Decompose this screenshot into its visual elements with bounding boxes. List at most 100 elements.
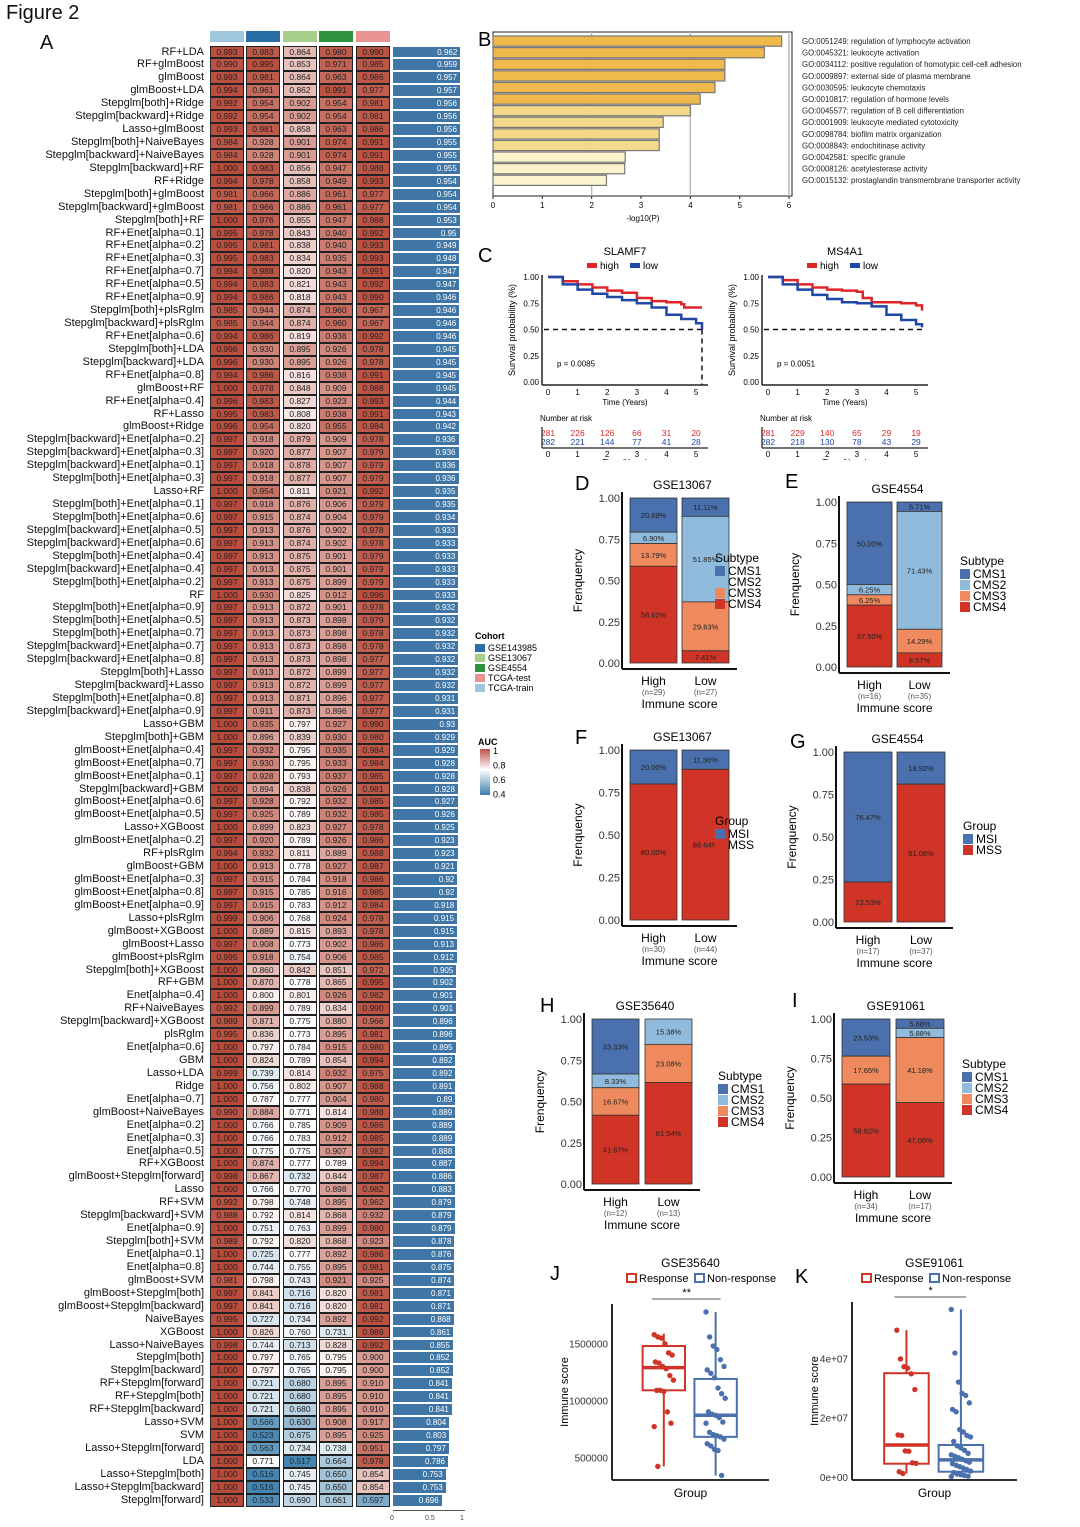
row-label: Stepglm[both]+RF (115, 213, 204, 226)
heatmap-cell: 0.997 (210, 834, 244, 848)
go-bar (492, 104, 691, 117)
mean-auc-bar: 0.932 (393, 667, 459, 679)
row-label: Stepglm[backward]+NaiveBayes (45, 148, 204, 161)
heatmap-cell: 0.814 (319, 1105, 353, 1119)
heatmap-cell: 0.895 (319, 1429, 353, 1442)
p-value: p = 0.0051 (777, 359, 816, 368)
heatmap-cell: 0.766 (246, 1183, 280, 1197)
heatmap-cell: 0.997 (210, 523, 244, 537)
heatmap-cell: 0.927 (319, 717, 353, 731)
mean-auc-bar: 0.926 (393, 809, 458, 821)
x-tick-label: 1 (540, 201, 545, 210)
row-label: Lasso+XGBoost (124, 821, 204, 834)
heatmap-cell: 0.864 (283, 71, 317, 85)
heatmap-cell: 0.895 (319, 1390, 353, 1404)
heatmap-cell: 1.000 (210, 1351, 244, 1365)
panel-b-go-enrichment: B GO:0051249: regulation of lymphocyte ac… (478, 29, 1022, 223)
segment-label: 5.71% (909, 503, 931, 512)
data-point (965, 1450, 971, 1456)
heatmap-cell: 0.992 (356, 1312, 390, 1326)
row-label: Stepglm[backward]+RF (89, 161, 204, 174)
heatmap-cell: 0.978 (356, 523, 390, 537)
heatmap-cell: 0.839 (283, 730, 317, 744)
heatmap-cell: 1.000 (210, 1429, 244, 1442)
risk-low-count: 130 (820, 437, 834, 447)
heatmap-cell: 0.944 (246, 304, 280, 318)
legend-label: CMS4 (728, 597, 762, 611)
heatmap-cell: 1.000 (210, 1325, 244, 1339)
heatmap-cell: 0.902 (319, 536, 353, 550)
heatmap-cell: 0.785 (283, 1118, 317, 1132)
heatmap-cell: 0.862 (283, 84, 317, 98)
row-label: Lasso+Stepglm[forward] (85, 1441, 204, 1454)
heatmap-cell: 0.874 (246, 1157, 280, 1171)
heatmap-cell: 0.932 (319, 1066, 353, 1080)
legend-swatch (715, 577, 725, 587)
heatmap-cell: 0.873 (283, 627, 317, 641)
segment-label: 58.82% (853, 1127, 879, 1136)
legend-response-label: Response (874, 1273, 924, 1285)
cohort-label: TCGA-test (488, 673, 531, 683)
heatmap-cell: 0.838 (283, 239, 317, 253)
risk-low-count: 29 (911, 437, 921, 447)
heatmap-cell: 0.811 (283, 485, 317, 499)
heatmap-cell: 0.516 (246, 1467, 280, 1481)
heatmap-cell: 1.000 (210, 213, 244, 227)
risk-x-tick-label: 4 (664, 450, 669, 459)
heatmap-cell: 0.856 (283, 161, 317, 175)
mean-axis-line (393, 1509, 465, 1511)
heatmap-cell: 0.954 (319, 97, 353, 111)
x-tick-label: 4 (688, 201, 693, 210)
risk-high-count: 20 (691, 428, 701, 438)
legend-label: CMS2 (973, 578, 1007, 592)
heatmap-cell: 0.902 (319, 937, 353, 951)
data-point (908, 1371, 914, 1377)
heatmap-cell: 0.994 (356, 1157, 390, 1171)
heatmap-cell: 0.756 (246, 1079, 280, 1093)
heatmap-cell: 0.983 (246, 252, 280, 266)
data-point (960, 1429, 966, 1435)
mean-auc-bar: 0.921 (393, 861, 458, 872)
stack-segment-cms4 (841, 1083, 891, 1178)
row-label: RF+Enet[alpha=0.2] (105, 239, 204, 252)
risk-low-count: 43 (882, 437, 892, 447)
data-point (706, 1334, 713, 1340)
heatmap-cell: 0.924 (319, 911, 353, 925)
heatmap-cell: 0.976 (246, 213, 280, 227)
stack-segment-cms1 (629, 497, 678, 533)
heatmap-cell: 0.751 (246, 1222, 280, 1236)
y-tick-label: 0.50 (813, 832, 834, 844)
heatmap-cell: 0.908 (319, 1416, 353, 1429)
row-label: Stepglm[both]+Enet[alpha=0.9] (52, 601, 204, 614)
heatmap-cell: 0.990 (356, 1002, 390, 1016)
heatmap-cell: 0.985 (356, 769, 390, 783)
y-tick-label: 0.25 (743, 352, 759, 361)
heatmap-cell: 0.893 (319, 924, 353, 938)
mean-auc-bar: 0.895 (393, 1042, 456, 1054)
heatmap-cell: 0.988 (210, 1209, 244, 1223)
x-category-n: (n=27) (694, 688, 718, 697)
heatmap-cell: 0.789 (283, 1054, 317, 1067)
row-label: RF+Stepglm[both] (115, 1390, 204, 1403)
heatmap-cell: 0.870 (246, 976, 280, 990)
heatmap-cell: 0.820 (319, 1299, 353, 1313)
heatmap-cell: 0.980 (319, 45, 353, 59)
legend-label: CMS3 (973, 589, 1007, 603)
y-tick-label: 0.50 (599, 576, 620, 588)
mean-auc-bar: 0.889 (393, 1106, 456, 1118)
heatmap-cell: 0.954 (246, 97, 280, 111)
row-label: Lasso+plsRglm (128, 911, 204, 924)
heatmap-cell: 0.795 (319, 1364, 353, 1378)
legend-label: MSS (976, 843, 1002, 857)
mean-auc-bar: 0.956 (393, 111, 460, 123)
mean-auc-bar: 0.962 (393, 46, 461, 58)
risk-x-tick-label: 5 (914, 450, 919, 459)
heatmap-cell: 0.983 (246, 394, 280, 408)
heatmap-cell: 0.820 (283, 265, 317, 279)
heatmap-cell: 1.000 (210, 1416, 244, 1429)
heatmap-cell: 0.991 (319, 84, 353, 98)
panel-j-boxplot: J GSE35640 Response Non-response 500000 10000… (550, 1256, 776, 1500)
mean-auc-bar: 0.878 (393, 1236, 455, 1247)
heatmap-cell: 0.913 (246, 536, 280, 550)
heatmap-cell: 0.661 (319, 1493, 353, 1507)
